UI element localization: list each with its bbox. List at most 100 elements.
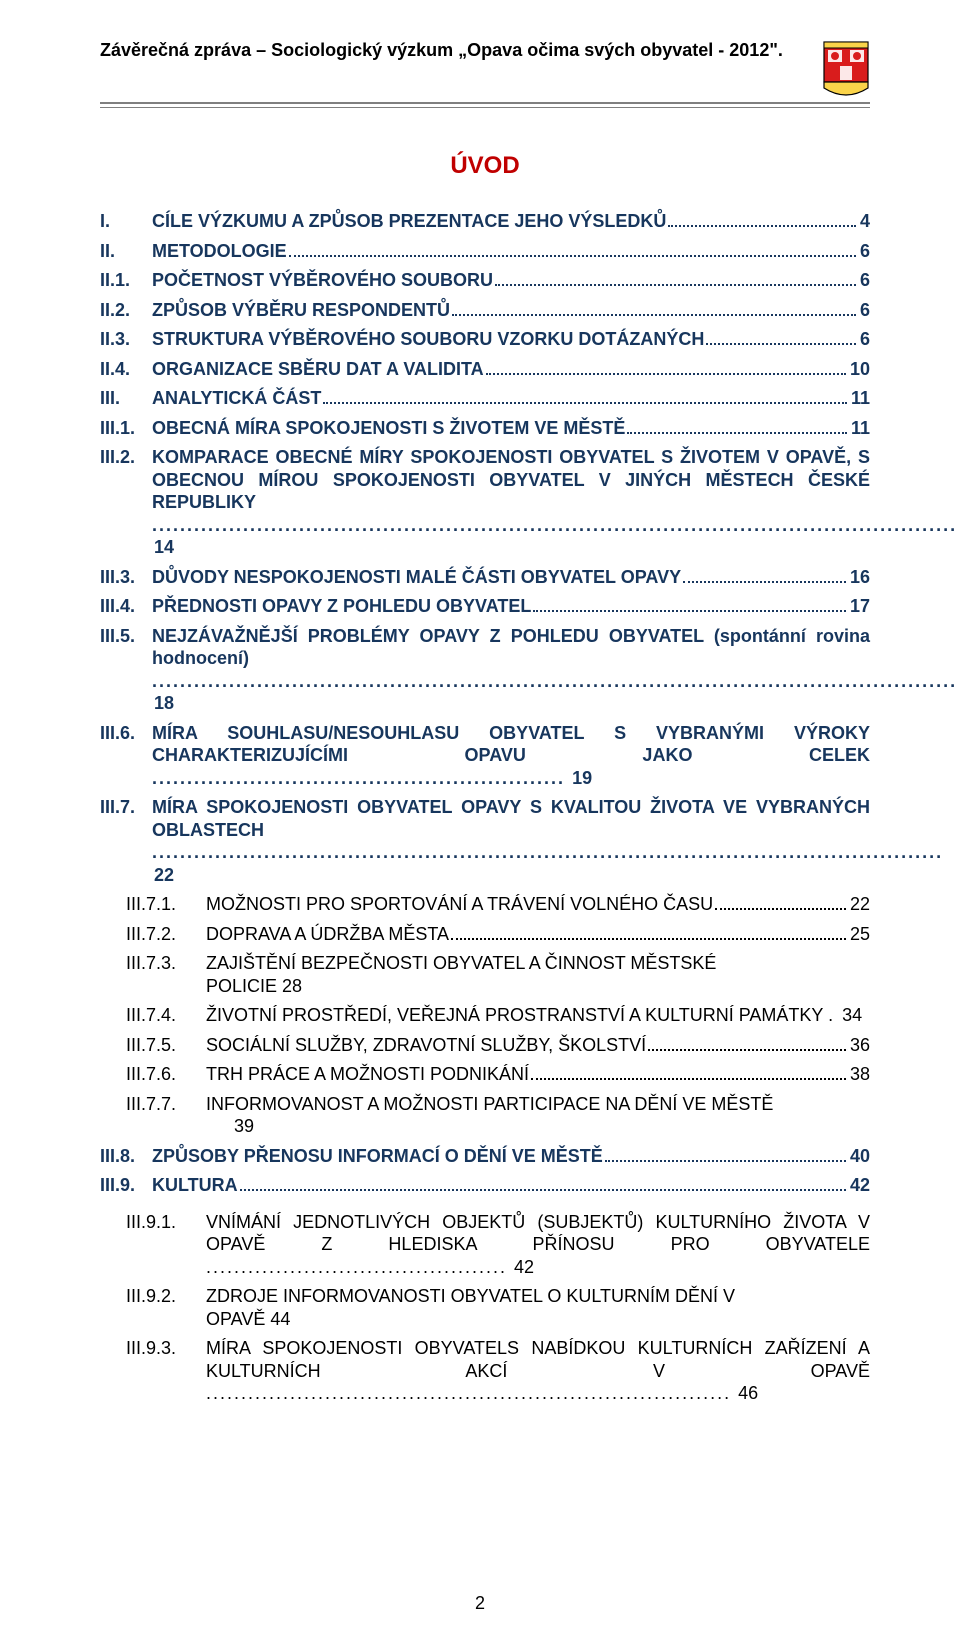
toc-entry-page: 18	[154, 693, 174, 713]
toc-entry: III.6.MÍRA SOUHLASU/NESOUHLASU OBYVATEL …	[100, 722, 870, 790]
toc-leader-dots	[706, 330, 856, 345]
header-rule-1	[100, 102, 870, 104]
toc-leader-dots	[668, 212, 856, 227]
toc-entry-label: ZPŮSOB VÝBĚRU RESPONDENTŮ	[152, 299, 450, 322]
toc-leader-dots	[495, 271, 856, 286]
toc-entry-page: 6	[860, 299, 870, 322]
toc-entry-body: OBECNÁ MÍRA SPOKOJENOSTI S ŽIVOTEM VE MĚ…	[152, 417, 870, 440]
toc-entry-number: II.2.	[100, 299, 152, 322]
toc-entry: III.7.MÍRA SPOKOJENOSTI OBYVATEL OPAVY S…	[100, 796, 870, 886]
toc-entry-label: VNÍMÁNÍ JEDNOTLIVÝCH OBJEKTŮ (SUBJEKTŮ) …	[206, 1212, 870, 1255]
toc-leader-dots: ........................................…	[152, 842, 943, 862]
toc-leader-dots	[533, 597, 846, 612]
toc-entry-label: METODOLOGIE	[152, 240, 287, 263]
toc-entry-body: NEJZÁVAŽNĚJŠÍ PROBLÉMY OPAVY Z POHLEDU O…	[152, 625, 870, 715]
toc-entry-label: POČETNOST VÝBĚROVÉHO SOUBORU	[152, 269, 493, 292]
toc-entry-body: ZAJIŠTĚNÍ BEZPEČNOSTI OBYVATEL A ČINNOST…	[206, 952, 870, 997]
toc-entry-body: KOMPARACE OBECNÉ MÍRY SPOKOJENOSTI OBYVA…	[152, 446, 870, 559]
toc-entry-page: 6	[860, 240, 870, 263]
toc-entry-page: 17	[850, 595, 870, 618]
toc-leader-dots	[486, 359, 846, 374]
toc-entry-page: 14	[154, 537, 174, 557]
toc-entry-body: ZPŮSOB VÝBĚRU RESPONDENTŮ 6	[152, 299, 870, 322]
toc-entry-number: I.	[100, 210, 152, 233]
toc-leader-dots	[683, 567, 846, 582]
toc-entry: III.5.NEJZÁVAŽNĚJŠÍ PROBLÉMY OPAVY Z POH…	[100, 625, 870, 715]
toc-entry-number: II.1.	[100, 269, 152, 292]
toc-entry-number: III.7.1.	[126, 893, 206, 916]
toc-entry-page: 38	[850, 1063, 870, 1086]
toc-entry-number: III.7.5.	[126, 1034, 206, 1057]
toc-entry: III.7.1.MOŽNOSTI PRO SPORTOVÁNÍ A TRÁVEN…	[126, 893, 870, 916]
toc-entry-body: CÍLE VÝZKUMU A ZPŮSOB PREZENTACE JEHO VÝ…	[152, 210, 870, 233]
page-header: Závěrečná zpráva – Sociologický výzkum „…	[100, 40, 870, 98]
toc-entry-body: ZPŮSOBY PŘENOSU INFORMACÍ O DĚNÍ VE MĚST…	[152, 1145, 870, 1168]
toc-entry: II.3.STRUKTURA VÝBĚROVÉHO SOUBORU VZORKU…	[100, 328, 870, 351]
toc-entry-number: III.9.	[100, 1174, 152, 1197]
toc-entry: III.ANALYTICKÁ ČÁST11	[100, 387, 870, 410]
toc-entry-number: III.9.2.	[126, 1285, 206, 1308]
toc-entry-number: III.5.	[100, 625, 152, 648]
toc-entry: I.CÍLE VÝZKUMU A ZPŮSOB PREZENTACE JEHO …	[100, 210, 870, 233]
table-of-contents: I.CÍLE VÝZKUMU A ZPŮSOB PREZENTACE JEHO …	[100, 210, 870, 1405]
toc-entry: III.1.OBECNÁ MÍRA SPOKOJENOSTI S ŽIVOTEM…	[100, 417, 870, 440]
page-number: 2	[0, 1593, 960, 1614]
toc-entry: III.7.5.SOCIÁLNÍ SLUŽBY, ZDRAVOTNÍ SLUŽB…	[126, 1034, 870, 1057]
toc-entry-page: 36	[850, 1034, 870, 1057]
toc-entry-number: III.	[100, 387, 152, 410]
toc-entry-body: ZDROJE INFORMOVANOSTI OBYVATEL O KULTURN…	[206, 1285, 870, 1330]
toc-entry-body: DŮVODY NESPOKOJENOSTI MALÉ ČÁSTI OBYVATE…	[152, 566, 870, 589]
toc-entry-page: 6	[860, 269, 870, 292]
toc-entry-label: DŮVODY NESPOKOJENOSTI MALÉ ČÁSTI OBYVATE…	[152, 566, 681, 589]
toc-leader-dots	[531, 1065, 846, 1080]
toc-entry: III.7.4.ŽIVOTNÍ PROSTŘEDÍ, VEŘEJNÁ PROST…	[126, 1004, 870, 1027]
toc-entry-body: MOŽNOSTI PRO SPORTOVÁNÍ A TRÁVENÍ VOLNÉH…	[206, 893, 870, 916]
toc-entry-page: 46	[733, 1383, 758, 1403]
toc-entry: III.7.7.INFORMOVANOST A MOŽNOSTI PARTICI…	[126, 1093, 870, 1138]
page-title: ÚVOD	[100, 152, 870, 180]
toc-entry-label: ZAJIŠTĚNÍ BEZPEČNOSTI OBYVATEL A ČINNOST…	[206, 953, 716, 973]
toc-entry-body: METODOLOGIE 6	[152, 240, 870, 263]
toc-entry-number: II.4.	[100, 358, 152, 381]
toc-entry: II.1.POČETNOST VÝBĚROVÉHO SOUBORU 6	[100, 269, 870, 292]
toc-entry-body: POČETNOST VÝBĚROVÉHO SOUBORU 6	[152, 269, 870, 292]
toc-entry-page: 40	[850, 1145, 870, 1168]
toc-entry-label: NEJZÁVAŽNĚJŠÍ PROBLÉMY OPAVY Z POHLEDU O…	[152, 626, 870, 669]
toc-entry-body: ŽIVOTNÍ PROSTŘEDÍ, VEŘEJNÁ PROSTRANSTVÍ …	[206, 1004, 870, 1027]
toc-leader-dots	[627, 418, 847, 433]
toc-entry: II.2.ZPŮSOB VÝBĚRU RESPONDENTŮ 6	[100, 299, 870, 322]
toc-entry-label: STRUKTURA VÝBĚROVÉHO SOUBORU VZORKU DOTÁ…	[152, 328, 704, 351]
toc-entry-number: II.	[100, 240, 152, 263]
toc-entry-body: TRH PRÁCE A MOŽNOSTI PODNIKÁNÍ38	[206, 1063, 870, 1086]
toc-entry-page: 4	[860, 210, 870, 233]
header-rule-2	[100, 107, 870, 108]
toc-entry-label: PŘEDNOSTI OPAVY Z POHLEDU OBYVATEL	[152, 595, 531, 618]
toc-entry-number: III.7.7.	[126, 1093, 206, 1116]
toc-entry-label: MÍRA SPOKOJENOSTI OBYVATEL OPAVY S KVALI…	[152, 797, 870, 840]
toc-entry-page: 11	[851, 417, 870, 440]
toc-leader-dots	[451, 924, 846, 939]
toc-entry-number: III.7.3.	[126, 952, 206, 975]
toc-entry-label: ŽIVOTNÍ PROSTŘEDÍ, VEŘEJNÁ PROSTRANSTVÍ …	[206, 1005, 823, 1025]
toc-entry-number: III.1.	[100, 417, 152, 440]
toc-entry: III.2.KOMPARACE OBECNÉ MÍRY SPOKOJENOSTI…	[100, 446, 870, 559]
toc-entry-label: KOMPARACE OBECNÉ MÍRY SPOKOJENOSTI OBYVA…	[152, 447, 870, 512]
toc-entry: II.4.ORGANIZACE SBĚRU DAT A VALIDITA10	[100, 358, 870, 381]
toc-entry-label: DOPRAVA A ÚDRŽBA MĚSTA	[206, 923, 449, 946]
toc-entry-page: 16	[850, 566, 870, 589]
toc-entry-body: MÍRA SPOKOJENOSTI OBYVATELS NABÍDKOU KUL…	[206, 1337, 870, 1405]
toc-entry-number: II.3.	[100, 328, 152, 351]
toc-leader-dots	[323, 389, 847, 404]
toc-entry: II.METODOLOGIE 6	[100, 240, 870, 263]
toc-entry-label: SOCIÁLNÍ SLUŽBY, ZDRAVOTNÍ SLUŽBY, ŠKOLS…	[206, 1034, 646, 1057]
toc-entry-page: 42	[509, 1257, 534, 1277]
toc-entry-page: 19	[567, 768, 592, 788]
toc-entry: III.7.6.TRH PRÁCE A MOŽNOSTI PODNIKÁNÍ38	[126, 1063, 870, 1086]
toc-entry-page: POLICIE 28	[206, 975, 870, 998]
toc-entry-label: INFORMOVANOST A MOŽNOSTI PARTICIPACE NA …	[206, 1094, 773, 1114]
toc-entry-page: 22	[850, 893, 870, 916]
toc-entry-label: ZPŮSOBY PŘENOSU INFORMACÍ O DĚNÍ VE MĚST…	[152, 1145, 603, 1168]
crest-icon	[822, 40, 870, 98]
toc-entry-page: OPAVĚ 44	[206, 1308, 870, 1331]
toc-entry-page: 34	[837, 1005, 862, 1025]
